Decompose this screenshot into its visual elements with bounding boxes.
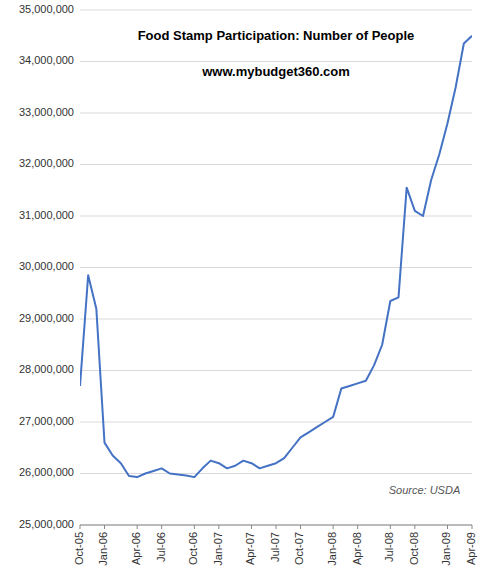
x-tick-label: Jul-07 xyxy=(269,532,281,562)
grid-line xyxy=(80,164,472,165)
x-tick-label: Oct-05 xyxy=(73,532,85,565)
chart: 25,000,000 26,000,000 27,000,000 28,000,000… xyxy=(0,0,486,577)
x-tick xyxy=(390,525,391,529)
x-tick xyxy=(333,525,334,529)
y-tick-label: 35,000,000 xyxy=(19,3,74,15)
grid-line xyxy=(80,473,472,474)
x-tick xyxy=(80,525,81,529)
y-tick-label: 29,000,000 xyxy=(19,312,74,324)
x-tick-label: Apr-09 xyxy=(465,532,477,565)
x-tick-label: Oct-06 xyxy=(187,532,199,565)
grid-line xyxy=(80,370,472,371)
x-tick-label: Oct-07 xyxy=(293,532,305,565)
x-tick-label: Oct-08 xyxy=(408,532,420,565)
y-tick-label: 28,000,000 xyxy=(19,363,74,375)
grid-line xyxy=(80,61,472,62)
x-tick-label: Jan-07 xyxy=(212,532,224,566)
grid-line xyxy=(80,216,472,217)
x-tick xyxy=(194,525,195,529)
title: Food Stamp Participation: Number of Peop… xyxy=(138,28,415,43)
x-tick-label: Apr-08 xyxy=(351,532,363,565)
grid-line xyxy=(80,319,472,320)
y-tick-label: 25,000,000 xyxy=(19,518,74,530)
line xyxy=(80,36,472,477)
x-tick-label: Apr-06 xyxy=(130,532,142,565)
data-group xyxy=(80,36,472,477)
y-tick-label: 30,000,000 xyxy=(19,260,74,272)
y-tick-label: 34,000,000 xyxy=(19,54,74,66)
grid xyxy=(80,10,472,525)
x-tick xyxy=(161,525,162,529)
x-tick xyxy=(218,525,219,529)
x-tick-label: Apr-07 xyxy=(244,532,256,565)
y-tick-label: 33,000,000 xyxy=(19,106,74,118)
grid-line xyxy=(80,422,472,423)
x-tick xyxy=(472,525,473,529)
x-tick-label: Jan-09 xyxy=(440,532,452,566)
x-tick-label: Jul-06 xyxy=(155,532,167,562)
subtitle: www.mybudget360.com xyxy=(201,64,350,79)
y-tick-label: 26,000,000 xyxy=(19,466,74,478)
x-tick xyxy=(300,525,301,529)
y-tick-label: 31,000,000 xyxy=(19,209,74,221)
x-tick xyxy=(251,525,252,529)
grid-line xyxy=(80,267,472,268)
grid-line xyxy=(80,113,472,114)
grid-line xyxy=(80,10,472,11)
x-tick-label: Jan-08 xyxy=(326,532,338,566)
x-tick-label: Jan-06 xyxy=(97,532,109,566)
x-tick xyxy=(414,525,415,529)
x-tick xyxy=(357,525,358,529)
x-tick xyxy=(276,525,277,529)
x-tick-label: Jul-08 xyxy=(383,532,395,562)
x-tick xyxy=(104,525,105,529)
annotation: Source: USDA xyxy=(389,484,461,496)
y-tick-label: 27,000,000 xyxy=(19,415,74,427)
x-tick xyxy=(137,525,138,529)
y-tick-label: 32,000,000 xyxy=(19,157,74,169)
x-tick xyxy=(447,525,448,529)
